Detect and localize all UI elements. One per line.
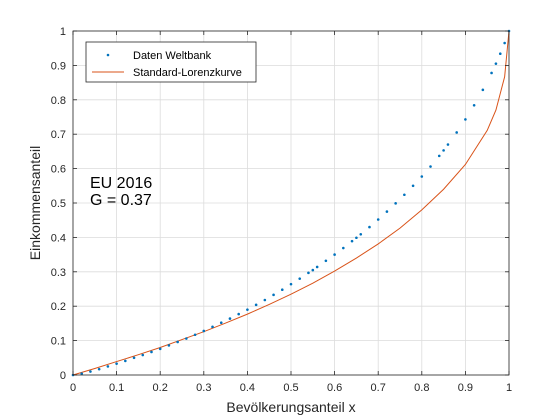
y-tick-label: 1: [60, 26, 66, 38]
data-point: [315, 265, 319, 269]
data-point: [254, 303, 258, 307]
x-tick-label: 0: [70, 382, 76, 394]
data-point: [211, 325, 214, 329]
x-tick-label: 0.1: [109, 382, 124, 394]
data-point: [246, 308, 249, 311]
y-tick-label: 0.7: [51, 129, 66, 141]
data-point: [158, 347, 162, 351]
data-point: [437, 154, 441, 158]
data-point: [324, 259, 328, 263]
data-point: [106, 365, 110, 368]
data-point: [472, 104, 476, 107]
x-tick-label: 0.5: [283, 382, 298, 394]
data-point: [411, 184, 415, 188]
data-point: [403, 193, 406, 197]
data-points: [71, 29, 511, 377]
y-tick-label: 0.9: [51, 60, 66, 72]
data-point: [307, 271, 310, 275]
annotation-gini: G = 0.37: [90, 192, 152, 209]
data-point: [503, 41, 506, 45]
data-point: [185, 337, 188, 340]
data-point: [420, 175, 424, 178]
data-point: [429, 165, 432, 168]
annotation-title: EU 2016: [90, 175, 152, 192]
data-point: [115, 362, 118, 365]
data-point: [490, 71, 493, 75]
x-axis-label: Bevölkerungsanteil x: [226, 399, 355, 415]
data-point: [494, 62, 498, 65]
data-point: [89, 370, 92, 373]
data-point: [167, 344, 171, 347]
axis-ticks: 0 0.1 0.2 0.3 0.4 0.5 0.6 0.7 0.8 0.9 1 0 0.1 0.2 0.3 0…: [51, 26, 512, 394]
data-point: [263, 298, 267, 302]
data-point: [368, 225, 371, 229]
x-tick-label: 1: [506, 382, 512, 394]
data-point: [385, 210, 389, 213]
x-tick-label: 0.8: [414, 382, 429, 394]
legend-marker-dot-icon: [106, 53, 110, 57]
y-tick-label: 0: [60, 370, 66, 382]
data-point: [132, 356, 136, 360]
y-tick-label: 0.6: [51, 164, 66, 176]
data-point: [150, 350, 153, 354]
data-point: [193, 333, 197, 337]
x-tick-label: 0.2: [153, 382, 168, 394]
y-tick-label: 0.4: [51, 232, 66, 244]
data-point: [342, 246, 345, 250]
data-point: [333, 253, 336, 256]
legend-box: [85, 41, 257, 83]
y-axis-label: Einkommensanteil: [27, 146, 43, 260]
data-point: [376, 218, 380, 221]
data-point: [272, 293, 275, 297]
y-tick-label: 0.3: [51, 267, 66, 279]
data-point: [355, 236, 358, 240]
y-tick-label: 0.8: [51, 95, 66, 107]
legend-label-curve: Standard-Lorenzkurve: [133, 67, 242, 79]
x-tick-label: 0.4: [240, 382, 255, 394]
data-point: [280, 288, 284, 291]
data-point: [464, 118, 467, 121]
x-tick-label: 0.9: [458, 382, 473, 394]
data-point: [446, 143, 450, 146]
data-point: [455, 131, 458, 134]
data-point: [202, 329, 206, 333]
y-tick-label: 0.2: [51, 301, 66, 313]
data-point: [350, 239, 354, 243]
data-point: [228, 317, 232, 320]
data-point: [481, 88, 485, 92]
data-point: [289, 282, 293, 286]
lorenz-curve-line: [72, 30, 510, 376]
data-point: [237, 312, 240, 316]
y-tick-label: 0.5: [51, 198, 66, 210]
data-point: [311, 268, 315, 272]
data-point: [219, 321, 223, 325]
data-point: [141, 353, 145, 357]
lorenz-curve-layer: [72, 30, 510, 376]
data-point: [80, 372, 84, 375]
data-point: [359, 233, 363, 236]
x-tick-label: 0.7: [371, 382, 386, 394]
legend-label-data: Daten Weltbank: [133, 50, 212, 62]
data-point: [176, 340, 179, 344]
data-point: [124, 359, 127, 363]
x-tick-label: 0.3: [196, 382, 211, 394]
data-point: [442, 149, 445, 152]
data-point: [394, 202, 397, 205]
y-tick-label: 0.1: [51, 336, 66, 348]
legend: Daten Weltbank Standard-Lorenzkurve: [85, 41, 257, 83]
x-tick-label: 0.6: [327, 382, 342, 394]
data-point: [498, 52, 502, 55]
data-point: [97, 367, 101, 371]
data-point: [298, 277, 302, 280]
